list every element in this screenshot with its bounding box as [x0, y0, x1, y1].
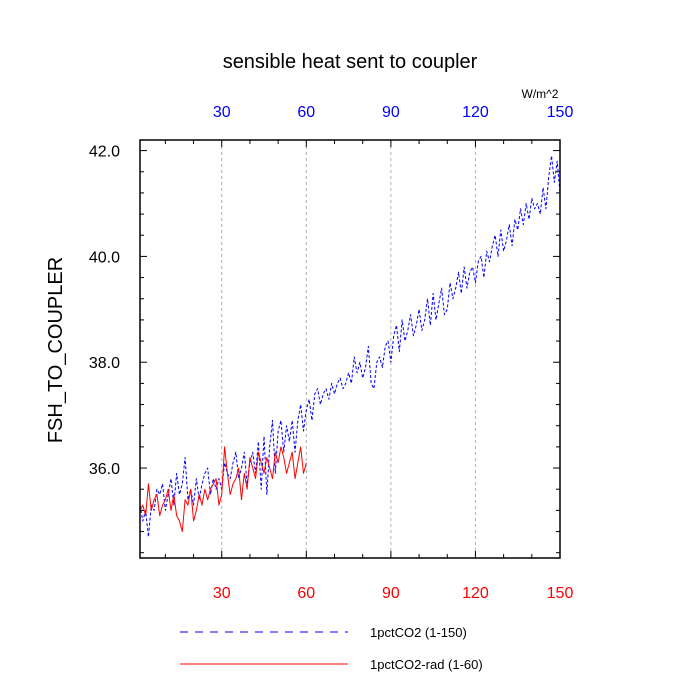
y-axis-label: FSH_TO_COUPLER: [45, 257, 67, 443]
series-line-2: [139, 446, 307, 533]
legend-layer: 1pctCO2 (1-150) 1pctCO2-rad (1-60): [180, 625, 483, 672]
units-label: W/m^2: [522, 87, 559, 101]
x-tick-label-bottom: 150: [547, 585, 574, 602]
y-tick-label: 36.0: [89, 461, 120, 478]
x-tick-label-top: 120: [462, 104, 489, 121]
legend-label-1: 1pctCO2 (1-150): [370, 625, 467, 640]
x-tick-label-bottom: 90: [382, 585, 400, 602]
grid-layer: [221, 140, 476, 558]
x-tick-label-bottom: 30: [213, 585, 231, 602]
legend-label-2: 1pctCO2-rad (1-60): [370, 657, 483, 672]
x-tick-label-top: 90: [382, 104, 400, 121]
tick-layer: 30 30 60 60 90 90 120 120 150 150 36.0 38.0 40.0 42.0: [89, 104, 574, 602]
y-tick-label: 40.0: [89, 249, 120, 266]
series-line-1: [139, 155, 561, 538]
y-tick-label: 42.0: [89, 144, 120, 161]
x-tick-label-bottom: 60: [297, 585, 315, 602]
x-tick-label-bottom: 120: [462, 585, 489, 602]
x-tick-label-top: 150: [547, 104, 574, 121]
x-tick-label-top: 30: [213, 104, 231, 121]
plot-frame: [139, 139, 561, 559]
chart-title: sensible heat sent to coupler: [223, 51, 478, 73]
x-tick-label-top: 60: [297, 104, 315, 121]
y-tick-label: 38.0: [89, 355, 120, 372]
series-layer: [139, 155, 561, 538]
